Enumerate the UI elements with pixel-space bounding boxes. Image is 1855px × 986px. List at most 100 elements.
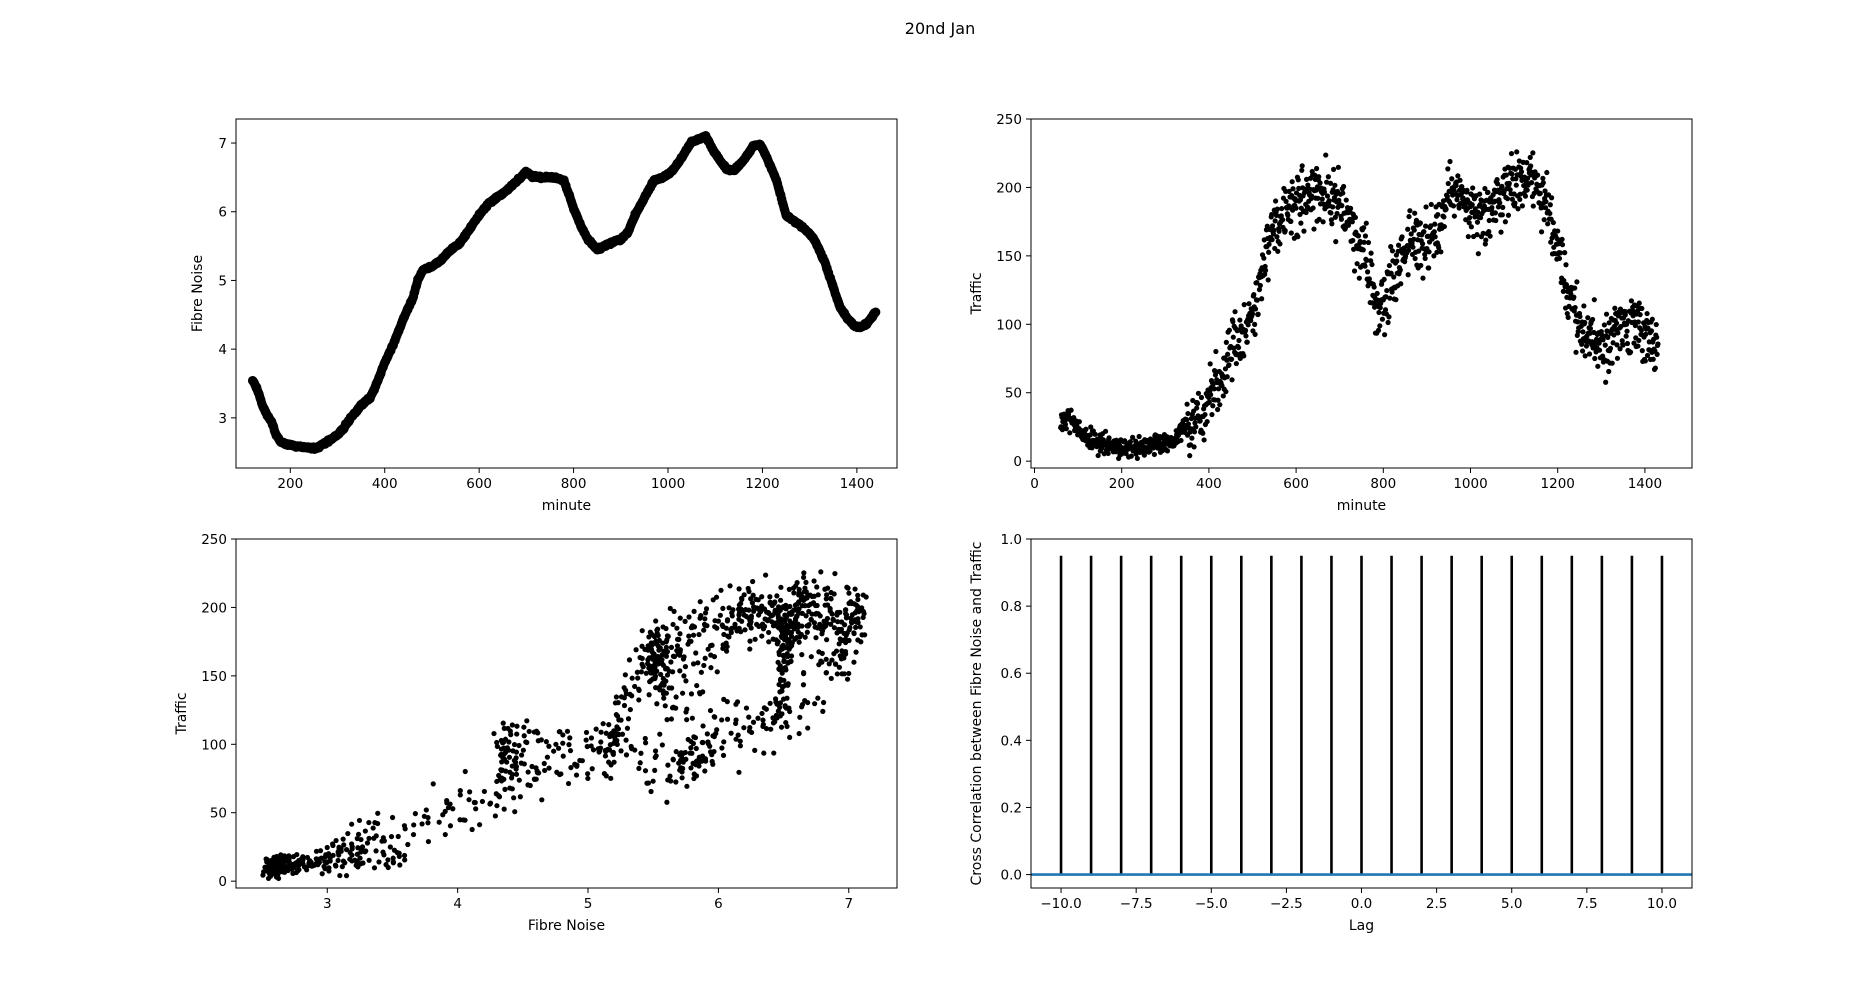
data-point [784, 613, 790, 619]
data-point [260, 872, 266, 878]
data-point [514, 731, 520, 737]
data-point [308, 859, 314, 865]
data-point [808, 654, 814, 660]
data-point [1456, 205, 1462, 211]
data-point [1223, 339, 1229, 345]
axes-frame [235, 118, 898, 469]
data-point [362, 849, 368, 855]
data-point [652, 748, 659, 754]
data-point [778, 647, 784, 653]
data-point [1209, 411, 1215, 418]
data-point [1381, 276, 1387, 282]
x-tick-label: 4 [453, 896, 462, 912]
data-point [1293, 205, 1299, 211]
data-point [700, 739, 706, 746]
data-point [1477, 191, 1483, 197]
data-point [853, 649, 859, 655]
data-point [333, 863, 339, 869]
data-point [701, 662, 707, 669]
data-point [1355, 233, 1362, 239]
data-point [362, 828, 368, 834]
data-point [1502, 219, 1508, 225]
data-point [1544, 169, 1550, 176]
data-point [781, 637, 788, 643]
data-point [1311, 226, 1317, 232]
data-point [1252, 331, 1258, 338]
data-point [506, 754, 513, 760]
data-point [1441, 214, 1447, 220]
data-point [853, 602, 859, 608]
x-tick-label: 0.0 [1351, 896, 1372, 912]
data-point [660, 640, 666, 646]
data-point [785, 659, 791, 666]
data-point [828, 589, 834, 596]
data-point [803, 579, 809, 585]
data-point [560, 753, 566, 759]
data-point [603, 730, 609, 736]
data-point [1299, 163, 1305, 169]
data-point [1315, 195, 1321, 201]
data-point [816, 662, 822, 668]
data-point [1386, 262, 1393, 269]
data-point [766, 639, 772, 645]
data-point [1386, 314, 1392, 320]
data-point [659, 742, 665, 748]
data-point [682, 618, 688, 624]
data-point [1573, 349, 1579, 355]
data-point [741, 592, 747, 598]
data-point [711, 654, 718, 660]
data-point [619, 731, 626, 737]
data-point [720, 605, 726, 612]
data-point [477, 822, 483, 828]
data-point [639, 661, 645, 667]
data-point [1178, 437, 1184, 444]
data-point [1467, 215, 1473, 221]
data-point [1328, 210, 1334, 216]
x-tick-label: 600 [1283, 476, 1309, 492]
data-point [356, 817, 363, 824]
data-point [799, 610, 805, 616]
data-point [349, 821, 355, 827]
data-point [1515, 206, 1521, 212]
data-point [366, 857, 372, 863]
data-point [1595, 363, 1601, 369]
data-point [674, 643, 681, 649]
data-point [521, 761, 527, 767]
data-point [824, 602, 831, 608]
data-point [1316, 174, 1322, 180]
x-tick-label: 800 [1370, 476, 1396, 492]
data-point [1063, 426, 1069, 432]
data-point [501, 806, 507, 812]
data-point [818, 569, 824, 575]
x-tick-label: 6 [714, 896, 723, 912]
data-point [767, 700, 773, 706]
data-point [1489, 205, 1495, 211]
data-point [1273, 198, 1279, 204]
data-point [700, 723, 706, 729]
data-point [1464, 187, 1470, 193]
data-point [290, 870, 296, 877]
data-point [871, 307, 881, 317]
data-point [1189, 435, 1195, 441]
data-point [1649, 316, 1655, 322]
data-point [745, 585, 751, 592]
data-point [663, 644, 670, 650]
data-point [1405, 226, 1411, 232]
data-point [697, 615, 703, 621]
data-point [702, 768, 708, 774]
data-point [747, 724, 753, 731]
data-point [835, 619, 841, 625]
data-point [1615, 330, 1621, 336]
data-point [1513, 182, 1519, 188]
data-point [467, 789, 473, 795]
data-point [1639, 305, 1645, 312]
data-point [761, 750, 767, 756]
data-point [419, 821, 425, 827]
data-point [1498, 229, 1504, 235]
subplot-traffic-vs-noise: 3 4 5 6 7 0 50 100 150 200 250 Fibre Noise Traffic [174, 532, 898, 934]
data-point [272, 857, 279, 863]
data-point [1577, 313, 1583, 320]
y-tick-label: 0.2 [1001, 800, 1022, 816]
data-point [335, 857, 341, 864]
data-point [1541, 217, 1547, 223]
